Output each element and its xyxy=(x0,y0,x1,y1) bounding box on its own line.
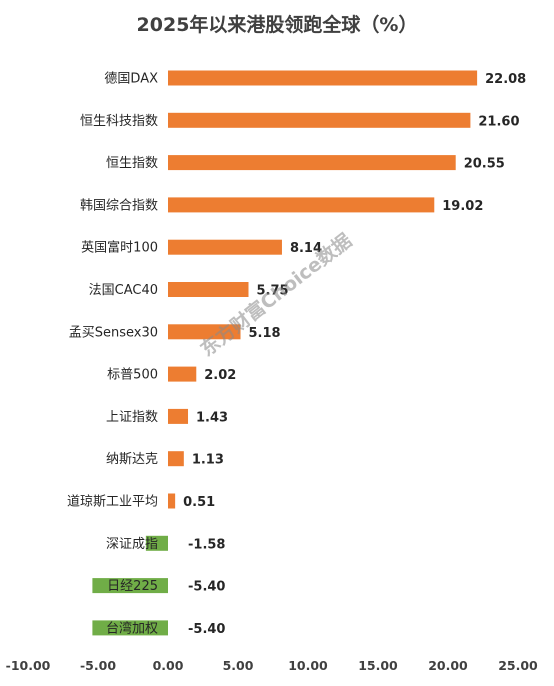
value-label-12: -5.40 xyxy=(188,580,225,595)
x-tick-label-4: 10.00 xyxy=(288,658,328,673)
x-tick-label-2: 0.00 xyxy=(153,658,184,673)
category-label-12: 日经225 xyxy=(107,579,158,594)
category-label-4: 英国富时100 xyxy=(81,240,158,256)
x-tick-label-6: 20.00 xyxy=(428,658,468,673)
value-label-9: 1.13 xyxy=(192,453,224,468)
chart-title: 2025年以来港股领跑全球（%） xyxy=(137,13,418,36)
x-axis-ticks: -10.00 -5.00 0.00 5.00 10.00 15.00 20.00 25.00 xyxy=(6,658,538,673)
x-tick-label-7: 25.00 xyxy=(498,658,538,673)
bar-4 xyxy=(168,239,282,255)
category-label-5: 法国CAC40 xyxy=(89,283,158,298)
bars-group: 德国DAX 22.08 恒生科技指数 21.60 恒生指数 20.55 韩国综合指数 19.0… xyxy=(67,70,526,637)
bar-3 xyxy=(168,197,435,213)
value-label-6: 5.18 xyxy=(249,326,281,341)
x-tick-label-5: 15.00 xyxy=(358,658,398,673)
bar-7 xyxy=(168,366,197,382)
value-label-11: -1.58 xyxy=(188,537,225,552)
x-tick-label-1: -5.00 xyxy=(80,658,116,673)
bar-1 xyxy=(168,112,471,128)
category-label-13: 台湾加权 xyxy=(106,620,158,636)
category-label-0: 德国DAX xyxy=(104,72,158,87)
category-label-11: 深证成指 xyxy=(106,537,158,552)
category-label-10: 道琼斯工业平均 xyxy=(67,495,158,510)
category-label-3: 韩国综合指数 xyxy=(80,198,158,213)
value-label-13: -5.40 xyxy=(188,622,225,637)
bar-13 xyxy=(92,620,168,636)
bar-10 xyxy=(168,493,176,509)
bar-11 xyxy=(145,535,168,551)
bar-9 xyxy=(168,451,184,467)
bar-0 xyxy=(168,70,478,86)
bar-12 xyxy=(92,578,168,594)
value-label-4: 8.14 xyxy=(290,241,322,256)
category-label-8: 上证指数 xyxy=(106,410,158,425)
value-label-1: 21.60 xyxy=(478,114,519,129)
category-label-9: 纳斯达克 xyxy=(106,452,158,467)
category-label-6: 孟买Sensex30 xyxy=(69,325,158,340)
value-label-7: 2.02 xyxy=(204,368,236,383)
category-label-2: 恒生指数 xyxy=(106,156,158,171)
value-label-2: 20.55 xyxy=(464,157,505,172)
value-label-5: 5.75 xyxy=(257,284,289,299)
x-tick-label-3: 5.00 xyxy=(223,658,254,673)
bar-6 xyxy=(168,324,241,340)
bar-2 xyxy=(168,155,456,171)
category-label-1: 恒生科技指数 xyxy=(80,114,158,129)
value-label-3: 19.02 xyxy=(442,199,483,214)
bar-8 xyxy=(168,408,189,424)
bar-5 xyxy=(168,282,249,297)
x-tick-label-0: -10.00 xyxy=(6,658,51,673)
value-label-8: 1.43 xyxy=(196,410,228,425)
value-label-10: 0.51 xyxy=(183,495,215,510)
value-label-0: 22.08 xyxy=(485,72,526,87)
category-label-7: 标普500 xyxy=(107,368,158,383)
